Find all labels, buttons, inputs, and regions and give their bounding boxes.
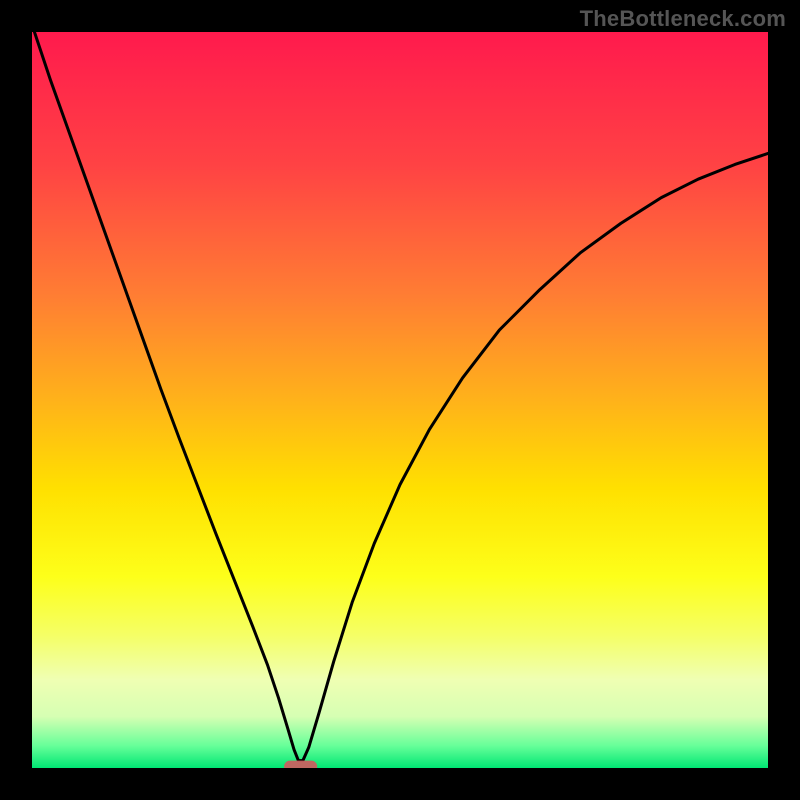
watermark-text: TheBottleneck.com xyxy=(580,6,786,32)
chart-container: { "watermark": { "text": "TheBottleneck.… xyxy=(0,0,800,800)
plot-area xyxy=(32,32,768,768)
gradient-background xyxy=(32,32,768,768)
minimum-marker xyxy=(284,761,317,768)
bottleneck-chart-svg xyxy=(32,32,768,768)
